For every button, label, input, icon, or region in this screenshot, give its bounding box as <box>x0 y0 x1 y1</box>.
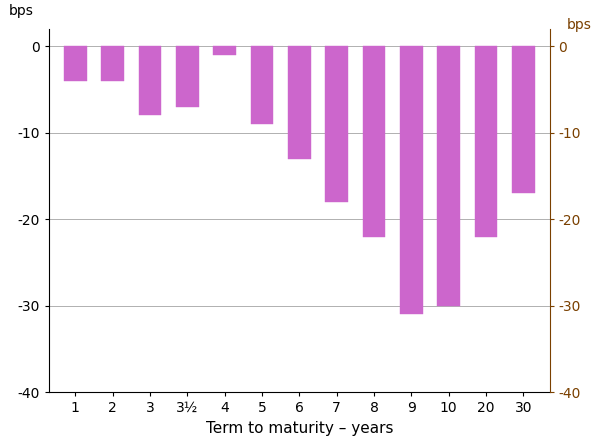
Bar <box>139 46 161 115</box>
Bar <box>363 46 385 236</box>
Bar <box>288 46 311 159</box>
Bar <box>64 46 87 81</box>
Bar <box>400 46 423 314</box>
Bar <box>512 46 534 193</box>
X-axis label: Term to maturity – years: Term to maturity – years <box>206 421 393 436</box>
Bar <box>102 46 124 81</box>
Bar <box>438 46 460 306</box>
Y-axis label: bps: bps <box>567 18 592 32</box>
Bar <box>176 46 198 107</box>
Bar <box>251 46 273 124</box>
Bar <box>326 46 348 202</box>
Bar <box>213 46 236 55</box>
Bar <box>475 46 497 236</box>
Y-axis label: bps: bps <box>9 4 34 18</box>
